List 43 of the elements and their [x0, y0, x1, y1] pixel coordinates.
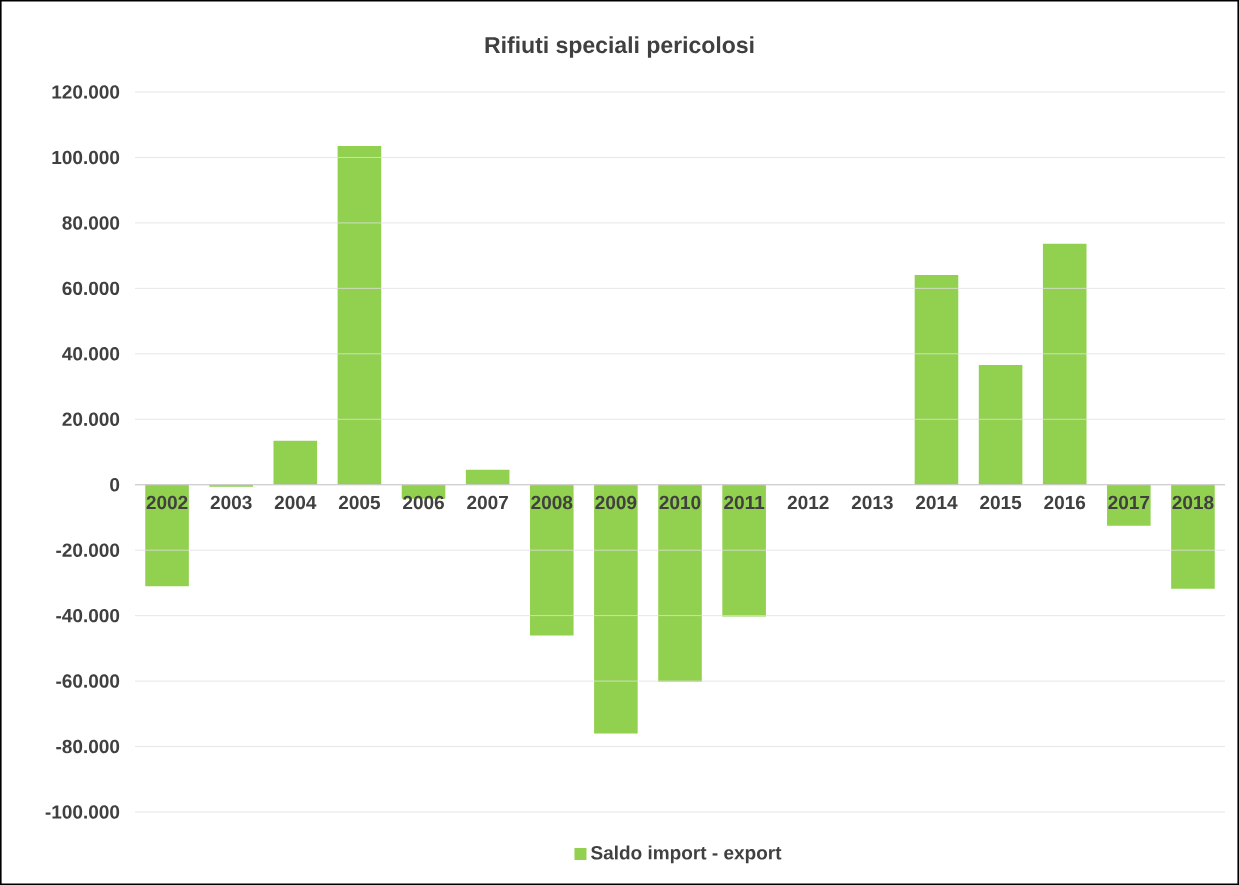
x-tick-label: 2013 [851, 495, 893, 510]
x-tick-label: 2007 [467, 495, 508, 510]
bar [145, 484, 189, 587]
x-tick-label: 2009 [595, 495, 637, 510]
legend-label: Saldo import - export [591, 845, 782, 864]
bar [1171, 484, 1215, 589]
bar [273, 440, 318, 485]
bar [465, 469, 510, 485]
y-tick-label: 100.000 [52, 150, 120, 165]
y-tick-label: 40.000 [62, 347, 120, 361]
y-tick-label: 120.000 [52, 85, 120, 99]
y-tick-label: -40.000 [56, 608, 120, 623]
bar [529, 484, 574, 636]
y-tick-label: -100.000 [45, 805, 120, 819]
chart-title: Rifiuti speciali pericolosi [485, 36, 754, 58]
x-tick-label: 2014 [916, 495, 958, 510]
x-tick-label: 2017 [1108, 495, 1150, 510]
bar [594, 484, 638, 734]
y-tick-label: 60.000 [62, 281, 120, 296]
bar [978, 364, 1023, 485]
y-tick-label: 80.000 [62, 216, 120, 230]
x-tick-label: 2008 [531, 495, 573, 510]
x-tick-label: 2011 [724, 495, 765, 510]
y-tick-label: -20.000 [56, 543, 120, 557]
bar [337, 146, 382, 485]
y-tick-label: -60.000 [56, 674, 120, 688]
x-tick-label: 2004 [274, 495, 317, 510]
x-tick-label: 2003 [210, 495, 252, 510]
x-tick-label: 2015 [980, 495, 1022, 510]
x-tick-label: 2006 [403, 495, 444, 510]
bar [1042, 243, 1087, 485]
x-tick-label: 2010 [659, 495, 701, 510]
y-tick-label: 0 [110, 478, 120, 492]
y-tick-label: -80.000 [56, 739, 120, 754]
y-tick-label: 20.000 [62, 412, 120, 426]
x-tick-label: 2012 [787, 495, 829, 510]
x-tick-label: 2002 [146, 495, 188, 510]
bar [722, 484, 766, 617]
x-tick-label: 2018 [1172, 495, 1214, 510]
x-tick-label: 2005 [338, 495, 381, 510]
bar [914, 274, 959, 485]
x-tick-label: 2016 [1044, 495, 1086, 510]
bar [658, 484, 702, 682]
